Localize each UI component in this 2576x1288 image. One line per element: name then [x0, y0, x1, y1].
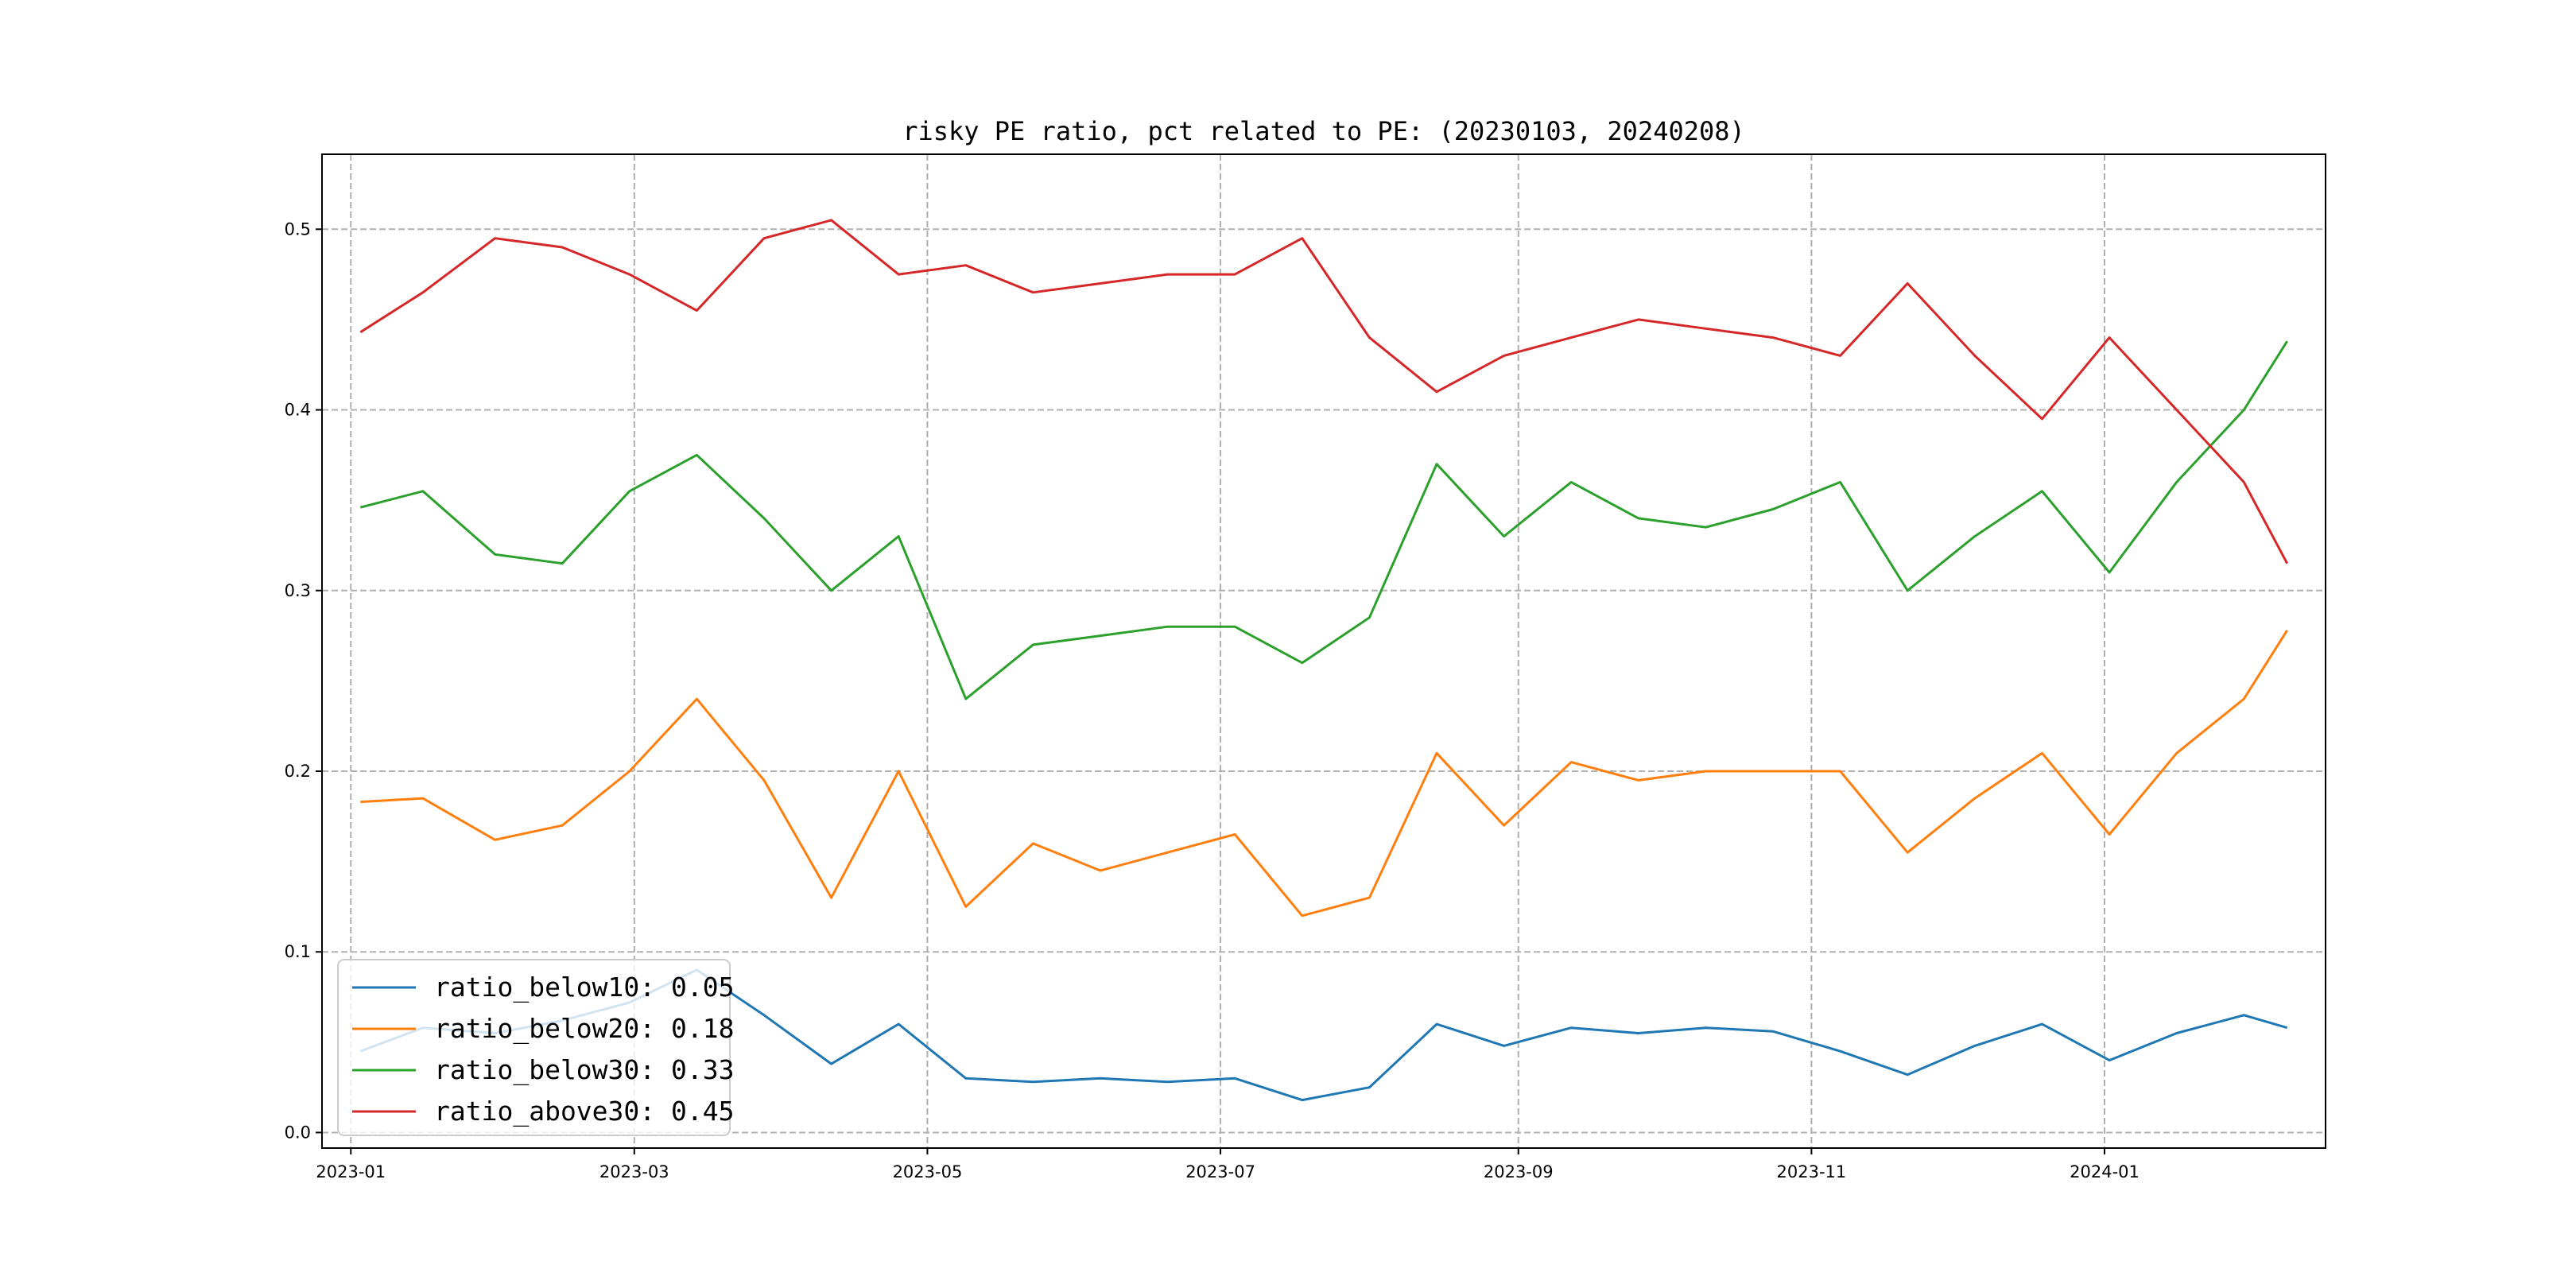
series-line-ratio-above30 — [359, 219, 2289, 564]
plot-frame — [321, 153, 2326, 1149]
y-tick-label: 0.5 — [285, 219, 311, 239]
y-tick-label: 0.0 — [285, 1123, 311, 1142]
legend-label: ratio_below20: 0.18 — [434, 1013, 735, 1045]
x-tick-label: 2023-09 — [1484, 1162, 1554, 1181]
y-tick-label: 0.1 — [285, 942, 311, 961]
x-tick-label: 2023-05 — [893, 1162, 963, 1181]
axis-ticks: 2023-01 2023-03 2023-05 2023-07 2023-09 2023-… — [285, 219, 2140, 1181]
x-tick-label: 2023-01 — [316, 1162, 386, 1181]
chart-title: risky PE ratio, pct related to PE: (2023… — [902, 116, 1745, 146]
y-tick-label: 0.4 — [285, 401, 311, 420]
x-tick-label: 2024-01 — [2070, 1162, 2140, 1181]
legend: ratio_below10: 0.05 ratio_below20: 0.18 ra… — [337, 959, 735, 1136]
legend-label: ratio_below10: 0.05 — [434, 972, 735, 1003]
x-tick-label: 2023-11 — [1777, 1162, 1847, 1181]
x-tick-label: 2023-07 — [1185, 1162, 1255, 1181]
y-tick-label: 0.3 — [285, 581, 311, 600]
legend-label: ratio_above30: 0.45 — [434, 1096, 735, 1127]
series-line-ratio-below20 — [360, 630, 2288, 918]
series-line-ratio-below30 — [359, 340, 2288, 700]
grid — [322, 154, 2326, 1148]
x-tick-label: 2023-03 — [599, 1162, 669, 1181]
legend-box — [337, 959, 731, 1136]
legend-label: ratio_below30: 0.33 — [434, 1054, 735, 1086]
y-tick-label: 0.2 — [285, 762, 311, 781]
